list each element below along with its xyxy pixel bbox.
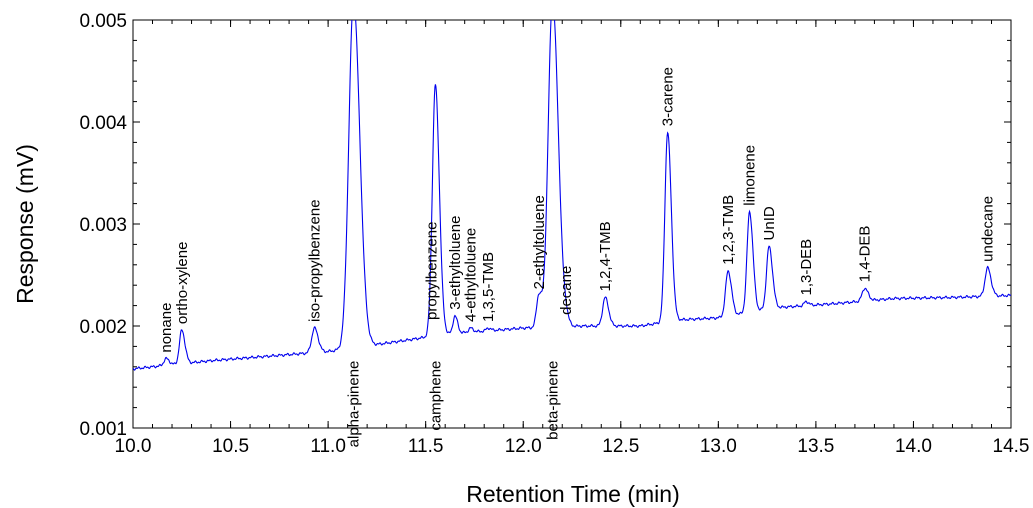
peak-label: limonene	[742, 145, 759, 206]
y-axis-title: Response (mV)	[12, 144, 38, 304]
peak-label: 1,3-DEB	[798, 239, 815, 296]
x-tick-label: 14.5	[993, 436, 1030, 457]
peak-label: undecane	[980, 196, 997, 262]
chromatogram-trace	[133, 20, 1011, 371]
peak-label: beta-pinene	[544, 361, 561, 440]
peak-label: 3-carene	[660, 67, 677, 126]
peak-label: 1,2,4-TMB	[597, 221, 614, 291]
peak-label: ortho-xylene	[174, 242, 191, 325]
x-axis-title: Retention Time (min)	[466, 481, 679, 507]
y-tick-label: 0.003	[79, 215, 127, 236]
x-tick-label: 10.0	[115, 436, 152, 457]
x-tick-label: 12.0	[505, 436, 542, 457]
peak-label: UnID	[761, 206, 778, 240]
y-tick-label: 0.004	[79, 113, 127, 134]
peak-label: 1,3,5-TMB	[480, 252, 497, 322]
axes: 10.0 10.5 11.0 11.5 12.0 12.5 13.0 13.5 14.0 14.5…	[79, 11, 1029, 457]
plot-area	[133, 20, 1011, 371]
peak-label: camphene	[427, 361, 444, 431]
peak-label: 4-ethyltoluene	[463, 228, 480, 322]
peak-label: 3-ethyltoluene	[447, 216, 464, 310]
x-tick-label: 13.5	[797, 436, 834, 457]
x-tick-label: 12.5	[602, 436, 639, 457]
x-tick-label: 11.5	[408, 436, 444, 457]
peak-label: alpha-pinene	[345, 361, 362, 448]
y-tick-label: 0.001	[79, 419, 127, 440]
peak-label: 1,4-DEB	[857, 226, 874, 283]
peak-label: 2-ethyltoluene	[531, 195, 548, 289]
peak-label: propylbenzene	[424, 222, 441, 320]
peak-label: decane	[558, 266, 575, 315]
x-tick-label: 13.0	[700, 436, 737, 457]
x-tick-label: 10.5	[212, 436, 249, 457]
peak-label: 1,2,3-TMB	[720, 195, 737, 265]
x-tick-label: 11.0	[310, 436, 346, 457]
y-tick-label: 0.002	[79, 317, 127, 338]
y-tick-label: 0.005	[79, 11, 127, 32]
peak-label: nonane	[158, 303, 175, 353]
peak-label: iso-propylbenzene	[306, 199, 323, 322]
x-tick-label: 14.0	[895, 436, 932, 457]
